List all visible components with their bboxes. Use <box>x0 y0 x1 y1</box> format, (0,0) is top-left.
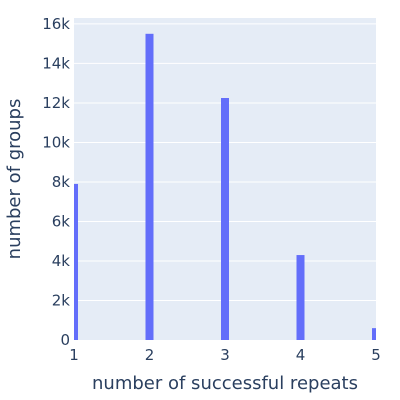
bar <box>145 33 154 340</box>
y-tick-label: 6k <box>52 212 71 230</box>
bar <box>221 98 229 340</box>
x-axis-title: number of successful repeats <box>92 373 358 394</box>
y-tick-label: 14k <box>42 54 70 72</box>
x-tick-label: 5 <box>371 346 381 364</box>
x-tick-label: 3 <box>220 346 230 364</box>
x-axis-ticks: 1 2 3 4 5 <box>69 346 381 364</box>
y-tick-label: 12k <box>42 94 70 112</box>
y-tick-label: 0 <box>60 331 70 349</box>
bar <box>74 183 78 340</box>
y-axis-title: number of groups <box>4 99 25 260</box>
x-tick-label: 4 <box>296 346 306 364</box>
bar <box>296 255 305 340</box>
y-tick-label: 8k <box>52 173 71 191</box>
bar <box>372 328 376 340</box>
y-tick-label: 10k <box>42 133 70 151</box>
y-axis-ticks: 0 2k 4k 6k 8k 10k 12k 14k 16k <box>42 15 70 349</box>
bars <box>74 33 376 340</box>
x-tick-label: 2 <box>145 346 155 364</box>
y-tick-label: 16k <box>42 15 70 33</box>
y-tick-label: 4k <box>52 252 71 270</box>
y-tick-label: 2k <box>52 291 71 309</box>
x-tick-label: 1 <box>69 346 79 364</box>
